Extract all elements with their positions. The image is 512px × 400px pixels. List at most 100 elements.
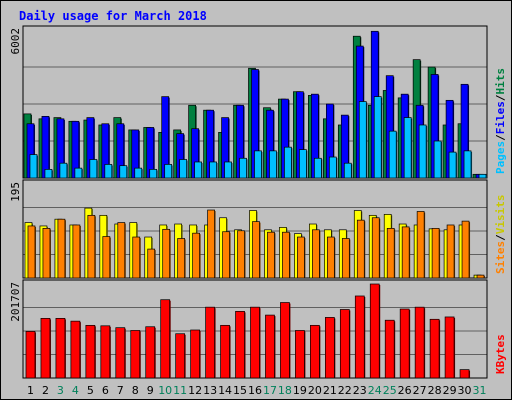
day-label: 8 <box>132 384 139 397</box>
day-label: 19 <box>293 384 307 397</box>
legend-separator: / <box>494 134 507 141</box>
day-label: 24 <box>368 384 382 397</box>
bar-pages-day-9 <box>149 169 158 179</box>
series-kbytes <box>25 283 471 379</box>
bar-pages-day-8 <box>134 167 143 179</box>
bar-pages-day-12 <box>194 161 202 179</box>
bar-pages-day-2 <box>44 169 53 179</box>
bar-sites-day-25 <box>386 227 395 279</box>
bar-kbytes-day-28 <box>429 318 440 379</box>
bar-sites-day-19 <box>297 236 305 279</box>
day-label: 28 <box>428 384 442 397</box>
series-sites <box>27 209 486 279</box>
bar-sites-day-23 <box>356 219 365 279</box>
panel-legend: Sites/Visits <box>494 195 507 275</box>
day-label: 7 <box>117 384 124 397</box>
bar-sites-day-17 <box>267 231 275 279</box>
bar-kbytes-day-6 <box>100 325 111 379</box>
panel-3: 201707 KBytes <box>9 279 507 379</box>
day-label: 4 <box>72 384 79 397</box>
bar-pages-day-29 <box>448 151 457 179</box>
bar-pages-day-13 <box>209 161 217 179</box>
series-pages <box>29 96 488 179</box>
day-label: 31 <box>473 384 487 397</box>
panel-legend: KBytes <box>494 334 507 374</box>
bar-kbytes-day-12 <box>190 329 200 379</box>
day-label: 29 <box>443 384 457 397</box>
bar-pages-day-30 <box>463 150 472 179</box>
bar-kbytes-day-9 <box>145 326 156 379</box>
day-label: 11 <box>173 384 187 397</box>
bar-kbytes-day-18 <box>280 302 290 379</box>
bar-sites-day-11 <box>177 238 186 279</box>
legend-entry-pages: Pages <box>494 141 507 174</box>
bar-kbytes-day-25 <box>384 319 395 379</box>
bar-pages-day-22 <box>343 162 352 179</box>
bar-sites-day-1 <box>27 225 36 279</box>
bar-sites-day-28 <box>431 227 440 279</box>
bar-pages-day-6 <box>104 164 113 179</box>
bar-sites-day-12 <box>192 232 200 279</box>
bar-sites-day-20 <box>312 229 320 279</box>
legend-entry-files: Files <box>494 101 507 134</box>
bar-sites-day-2 <box>42 227 51 279</box>
bar-kbytes-day-14 <box>220 324 230 379</box>
bar-kbytes-day-23 <box>354 295 365 379</box>
bar-pages-day-7 <box>119 165 128 179</box>
bar-pages-day-23 <box>358 101 367 179</box>
bar-pages-day-1 <box>29 154 38 179</box>
day-label: 22 <box>338 384 352 397</box>
bar-sites-day-3 <box>57 218 66 279</box>
day-label: 6 <box>102 384 109 397</box>
bar-pages-day-26 <box>403 117 412 179</box>
y-max-label: 201707 <box>9 282 22 322</box>
bar-kbytes-day-16 <box>250 306 260 379</box>
day-label: 25 <box>383 384 397 397</box>
bar-kbytes-day-11 <box>175 333 186 379</box>
bar-sites-day-14 <box>222 231 230 279</box>
bar-sites-day-24 <box>371 217 380 279</box>
day-axis: 1 2 3 4 5 6 7 8 9 10 11 12 13 14 15 16 17 18 19 20 21 22 23 24 2… <box>27 384 487 397</box>
bar-pages-day-5 <box>89 159 98 179</box>
bar-kbytes-day-29 <box>444 316 455 379</box>
legend-separator: / <box>494 234 507 241</box>
bar-kbytes-day-1 <box>25 331 36 379</box>
chart-title: Daily usage for March 2018 <box>19 9 207 23</box>
day-label: 13 <box>203 384 217 397</box>
bar-pages-day-3 <box>59 162 68 179</box>
bar-sites-day-10 <box>162 228 171 279</box>
bar-pages-day-4 <box>74 167 83 179</box>
bar-pages-day-20 <box>314 157 322 179</box>
bar-sites-day-9 <box>147 248 156 279</box>
bar-pages-day-21 <box>328 156 337 179</box>
bar-kbytes-day-20 <box>310 324 320 379</box>
day-label: 17 <box>263 384 277 397</box>
y-max-label: 6002 <box>9 28 22 55</box>
panel-2: 195 Sites/Visits <box>9 179 507 279</box>
bar-sites-day-16 <box>252 221 260 279</box>
bar-sites-day-26 <box>401 226 410 279</box>
bar-kbytes-day-2 <box>40 317 51 379</box>
bar-kbytes-day-7 <box>115 327 126 379</box>
day-label: 20 <box>308 384 322 397</box>
day-label: 5 <box>87 384 94 397</box>
day-label: 14 <box>218 384 232 397</box>
bar-sites-day-31 <box>476 274 485 279</box>
bar-pages-day-11 <box>179 159 188 179</box>
bar-sites-day-8 <box>132 236 141 279</box>
y-max-label: 195 <box>9 182 22 202</box>
bar-sites-day-21 <box>326 236 335 279</box>
bar-kbytes-day-22 <box>339 309 350 379</box>
day-label: 12 <box>188 384 202 397</box>
chart-title-group: Daily usage for March 2018 <box>19 9 207 23</box>
day-label: 2 <box>42 384 49 397</box>
bar-sites-day-7 <box>117 222 126 279</box>
bar-pages-day-10 <box>164 164 173 179</box>
panels: 6002Pages/Files/Hits195Sites/Visits20170… <box>9 25 507 379</box>
bar-sites-day-13 <box>207 209 215 279</box>
bar-kbytes-day-15 <box>235 311 245 379</box>
day-label: 23 <box>353 384 367 397</box>
legend-entry-kbytes: KBytes <box>494 334 507 374</box>
